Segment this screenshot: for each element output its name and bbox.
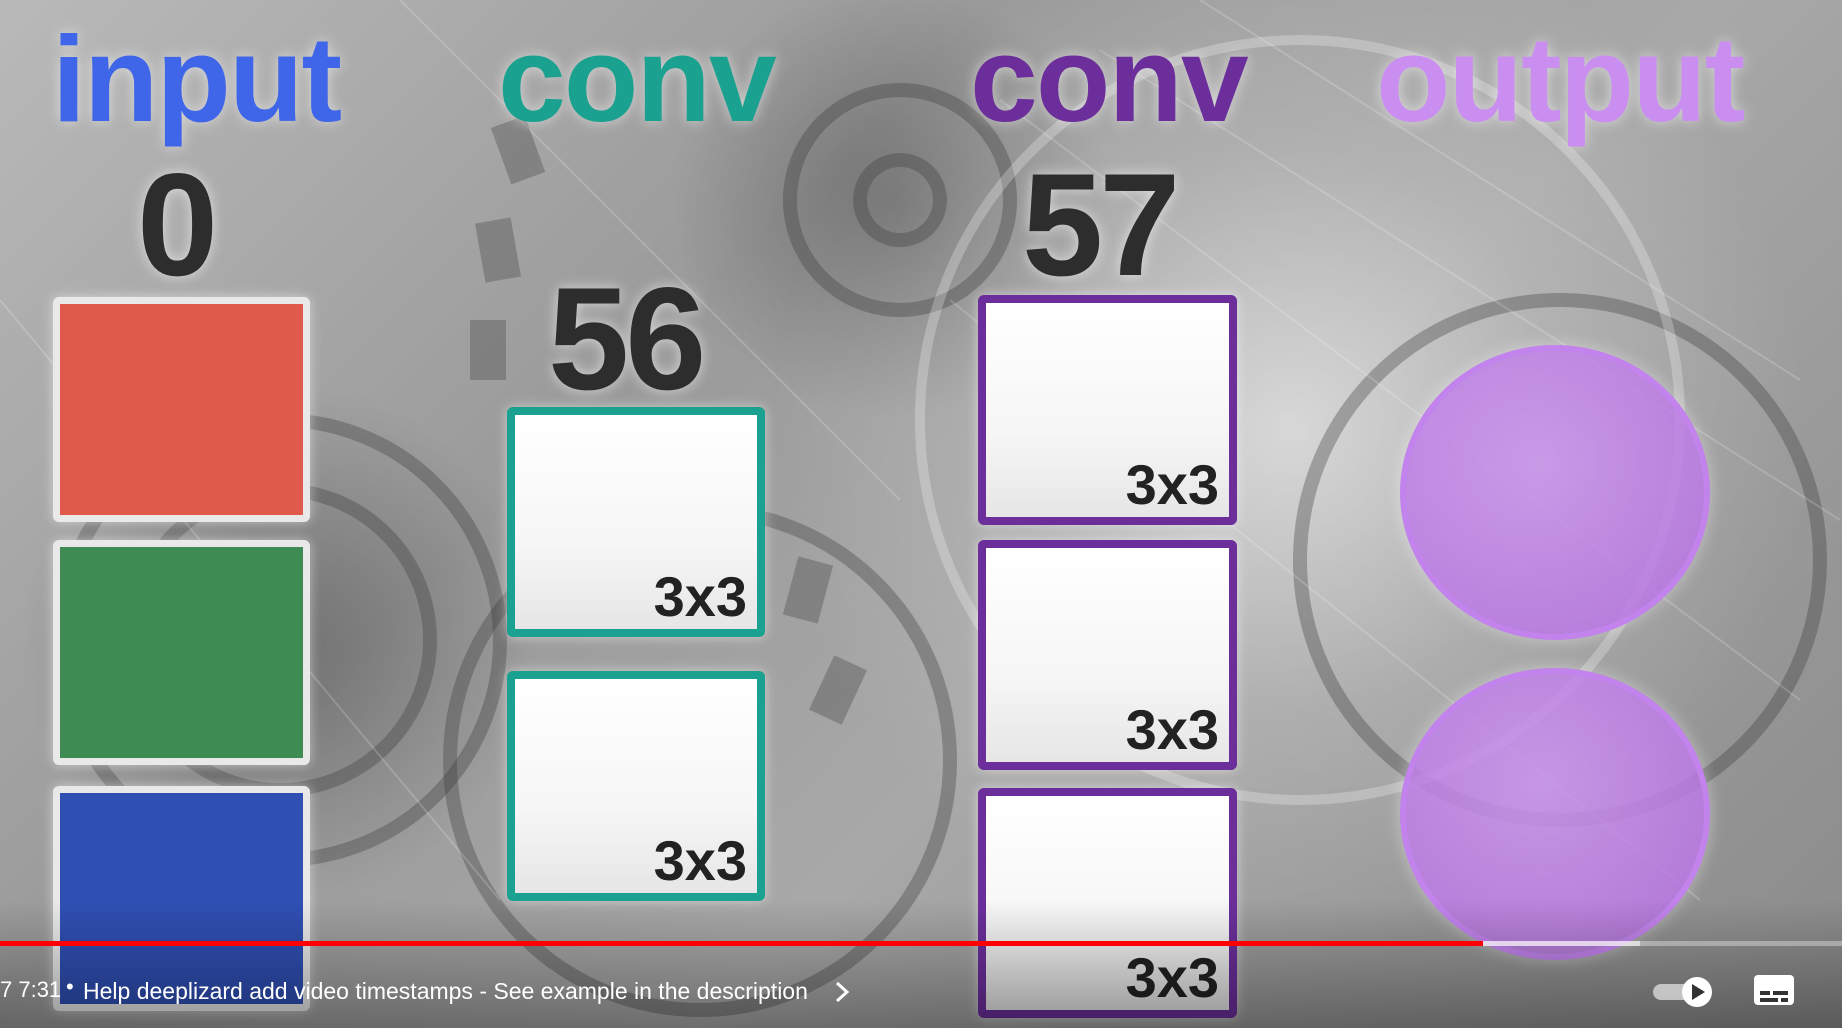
filter-size-label: 3x3 <box>1125 698 1219 761</box>
filter-size-label: 3x3 <box>653 829 747 892</box>
output-heading: output <box>1376 11 1745 147</box>
input-channel-red <box>53 297 310 522</box>
filter-size-label: 3x3 <box>653 565 747 628</box>
filter-size-label: 3x3 <box>1126 950 1219 1006</box>
input-heading: input <box>52 11 342 147</box>
output-node <box>1400 345 1710 640</box>
conv2-filter: 3x3 <box>978 540 1237 770</box>
autoplay-toggle-icon[interactable] <box>1651 975 1715 1009</box>
conv1-filter: 3x3 <box>507 407 765 637</box>
conv2-count: 57 <box>1022 143 1180 306</box>
filter-size-label: 3x3 <box>1125 453 1219 516</box>
progress-buffered <box>1480 941 1640 946</box>
input-count: 0 <box>137 143 218 306</box>
conv1-count: 56 <box>548 257 706 420</box>
conv1-heading: conv <box>498 11 777 147</box>
conv2-filter: 3x3 <box>978 788 1237 1018</box>
input-channel-green <box>53 540 310 765</box>
output-node <box>1400 668 1710 960</box>
time-display: 7 7:31 <box>0 977 62 1002</box>
conv1-filter: 3x3 <box>507 671 765 901</box>
separator-dot: • <box>66 974 74 999</box>
conv2-heading: conv <box>970 11 1249 147</box>
progress-played <box>0 941 1483 946</box>
controls-shade <box>0 900 1842 1028</box>
chapter-prompt-link[interactable]: Help deeplizard add video timestamps - S… <box>83 978 808 1004</box>
chevron-right-icon[interactable] <box>832 980 852 1004</box>
conv2-filter: 3x3 <box>978 295 1237 525</box>
captions-icon[interactable] <box>1752 972 1796 1008</box>
input-channel-blue <box>53 786 310 1011</box>
